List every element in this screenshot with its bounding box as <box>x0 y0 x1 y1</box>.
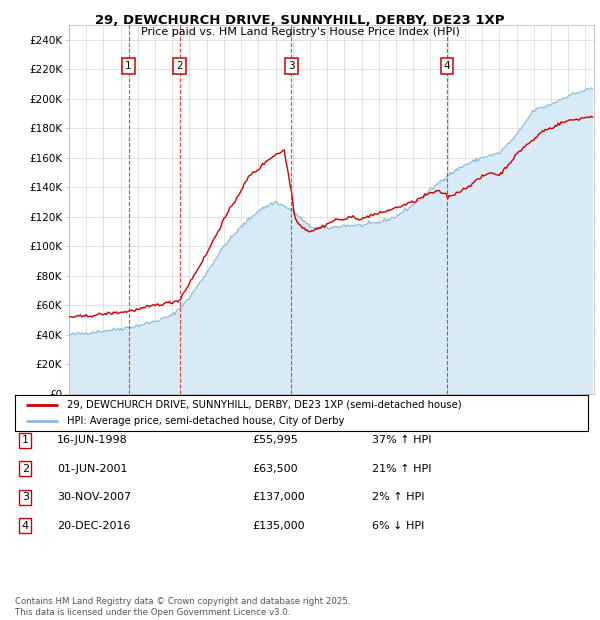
Text: Contains HM Land Registry data © Crown copyright and database right 2025.
This d: Contains HM Land Registry data © Crown c… <box>15 598 350 617</box>
Text: £135,000: £135,000 <box>252 521 305 531</box>
Text: 21% ↑ HPI: 21% ↑ HPI <box>372 464 431 474</box>
Text: 01-JUN-2001: 01-JUN-2001 <box>57 464 128 474</box>
Text: 1: 1 <box>125 61 132 71</box>
Text: 29, DEWCHURCH DRIVE, SUNNYHILL, DERBY, DE23 1XP (semi-detached house): 29, DEWCHURCH DRIVE, SUNNYHILL, DERBY, D… <box>67 400 461 410</box>
Text: HPI: Average price, semi-detached house, City of Derby: HPI: Average price, semi-detached house,… <box>67 416 344 426</box>
Text: £63,500: £63,500 <box>252 464 298 474</box>
Text: 2: 2 <box>22 464 29 474</box>
Text: 2: 2 <box>176 61 183 71</box>
Text: 2% ↑ HPI: 2% ↑ HPI <box>372 492 425 502</box>
Text: 4: 4 <box>22 521 29 531</box>
Text: 20-DEC-2016: 20-DEC-2016 <box>57 521 131 531</box>
Text: 3: 3 <box>22 492 29 502</box>
Text: 3: 3 <box>288 61 295 71</box>
Text: 37% ↑ HPI: 37% ↑ HPI <box>372 435 431 445</box>
Text: 1: 1 <box>22 435 29 445</box>
Text: 6% ↓ HPI: 6% ↓ HPI <box>372 521 424 531</box>
Text: Price paid vs. HM Land Registry's House Price Index (HPI): Price paid vs. HM Land Registry's House … <box>140 27 460 37</box>
Text: 16-JUN-1998: 16-JUN-1998 <box>57 435 128 445</box>
Text: £55,995: £55,995 <box>252 435 298 445</box>
Text: 30-NOV-2007: 30-NOV-2007 <box>57 492 131 502</box>
Text: 29, DEWCHURCH DRIVE, SUNNYHILL, DERBY, DE23 1XP: 29, DEWCHURCH DRIVE, SUNNYHILL, DERBY, D… <box>95 14 505 27</box>
Text: £137,000: £137,000 <box>252 492 305 502</box>
Text: 4: 4 <box>444 61 451 71</box>
